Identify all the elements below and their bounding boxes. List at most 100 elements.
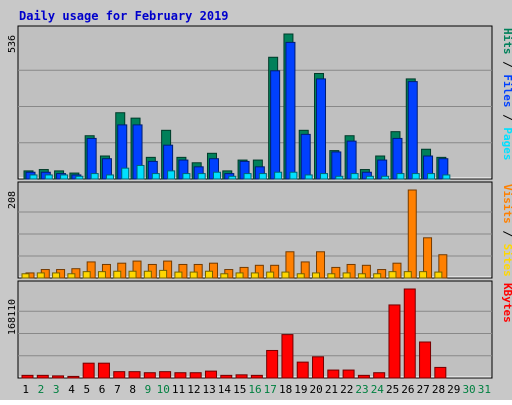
bar-visits	[132, 260, 142, 279]
bar-kbytes	[357, 374, 370, 379]
bar-kbytes	[266, 349, 279, 379]
bar-visits	[208, 262, 218, 279]
bar-pages	[396, 173, 405, 180]
x-tick-label: 30	[462, 383, 475, 396]
x-tick-label: 11	[172, 383, 185, 396]
bar-sites	[388, 271, 397, 279]
bar-sites	[434, 271, 443, 279]
bar-pages	[29, 174, 38, 180]
bar-pages	[75, 175, 84, 180]
bar-visits	[163, 260, 173, 279]
bar-pages	[350, 173, 359, 180]
bar-kbytes	[143, 372, 156, 379]
x-tick-label: 17	[264, 383, 277, 396]
panel-3: 168110 KBytes	[7, 280, 512, 379]
bar-sites	[266, 271, 275, 279]
x-tick-label: 13	[203, 383, 216, 396]
legend-files: Files	[501, 74, 512, 107]
bar-kbytes	[52, 375, 65, 379]
bar-files	[86, 137, 97, 180]
bar-visits	[423, 237, 433, 279]
x-tick-label: 18	[279, 383, 292, 396]
bar-sites	[36, 272, 45, 279]
bar-kbytes	[128, 371, 141, 379]
bar-kbytes	[419, 341, 432, 379]
bar-sites	[357, 273, 366, 279]
legend-separator: /	[501, 224, 512, 244]
panel-1: 536 Hits / Files / Pages	[7, 25, 512, 180]
bar-pages	[121, 167, 130, 180]
bar-sites	[204, 270, 213, 279]
bar-visits	[316, 251, 326, 279]
bar-sites	[281, 271, 290, 279]
legend: Hits / Files / Pages	[501, 28, 512, 161]
x-tick-label: 23	[355, 383, 368, 396]
bar-visits	[300, 261, 310, 279]
legend: KBytes	[501, 283, 512, 323]
bar-pages	[167, 170, 176, 180]
bar-sites	[250, 272, 259, 279]
chart-title: Daily usage for February 2019	[19, 9, 229, 23]
x-tick-label: 19	[294, 383, 307, 396]
bar-sites	[21, 273, 30, 279]
y-max-label: 168110	[7, 299, 18, 335]
x-tick-label: 6	[99, 383, 106, 396]
bar-visits	[117, 262, 127, 279]
legend-separator: /	[501, 108, 512, 128]
bar-files	[300, 133, 311, 180]
bar-kbytes	[342, 369, 355, 379]
bar-kbytes	[312, 356, 325, 379]
bar-pages	[381, 175, 390, 180]
bar-sites	[327, 273, 336, 279]
bar-visits	[86, 261, 96, 279]
x-tick-label: 28	[432, 383, 445, 396]
x-tick-label: 29	[447, 383, 460, 396]
y-max-label: 536	[7, 35, 18, 53]
bar-kbytes	[67, 375, 80, 379]
x-tick-label: 4	[68, 383, 75, 396]
legend-separator: /	[501, 55, 512, 75]
bar-kbytes	[327, 369, 340, 379]
bar-pages	[212, 171, 221, 180]
x-tick-label: 26	[401, 383, 414, 396]
bar-pages	[151, 173, 160, 180]
bar-pages	[335, 175, 344, 180]
bar-pages	[289, 171, 298, 180]
bar-kbytes	[434, 366, 447, 379]
x-tick-label: 20	[310, 383, 323, 396]
legend: Visits / Sites	[501, 184, 512, 277]
bar-kbytes	[21, 374, 34, 379]
bar-kbytes	[220, 374, 233, 379]
bar-kbytes	[82, 362, 95, 379]
x-tick-label: 27	[417, 383, 430, 396]
x-tick-label: 2	[38, 383, 45, 396]
bar-sites	[296, 273, 305, 279]
bar-sites	[82, 271, 91, 279]
bar-files	[331, 151, 342, 180]
bar-pages	[274, 171, 283, 180]
x-tick-label: 8	[129, 383, 136, 396]
x-tick-label: 9	[145, 383, 152, 396]
bar-pages	[304, 174, 313, 180]
panel-2: 208 Visits / Sites	[7, 181, 512, 279]
bar-sites	[189, 271, 198, 279]
x-tick-label: 1	[22, 383, 29, 396]
legend-sites: Sites	[501, 244, 512, 277]
bar-pages	[90, 173, 99, 180]
bar-sites	[312, 272, 321, 279]
bar-visits	[193, 263, 203, 279]
x-tick-label: 15	[233, 383, 246, 396]
legend-pages: Pages	[501, 127, 512, 160]
bar-files	[316, 78, 327, 180]
bar-kbytes	[97, 362, 110, 379]
x-tick-label: 12	[187, 383, 200, 396]
bar-kbytes	[36, 374, 49, 379]
legend-kbytes: KBytes	[501, 283, 512, 323]
x-tick-label: 24	[371, 383, 385, 396]
x-tick-label: 22	[340, 383, 353, 396]
bar-sites	[220, 273, 229, 279]
bar-sites	[113, 270, 122, 279]
bar-pages	[320, 173, 329, 180]
bar-visits	[285, 251, 295, 279]
